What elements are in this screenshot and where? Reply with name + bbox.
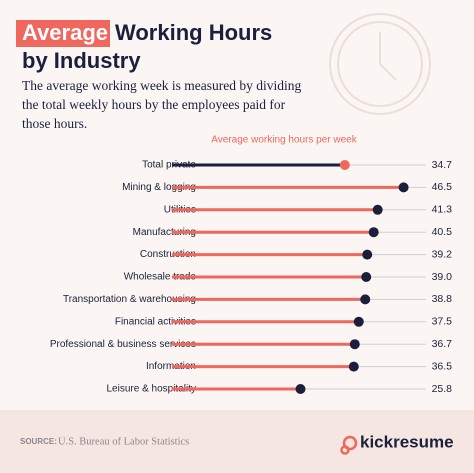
value-label: 25.8 (432, 383, 453, 395)
value-label: 46.5 (432, 181, 453, 193)
dot (398, 182, 409, 193)
dot (353, 316, 364, 327)
value-label: 36.5 (432, 360, 453, 372)
dot (360, 294, 371, 305)
footer (0, 410, 474, 473)
title-highlight-box (16, 20, 110, 47)
category-label: Information (146, 361, 196, 372)
title: Working Hours (115, 20, 272, 45)
logo-icon (340, 435, 358, 455)
title: by Industry (22, 48, 141, 73)
subtitle: those hours. (22, 116, 87, 131)
value-label: 39.0 (432, 271, 453, 283)
x-axis-label: Average working hours per week (211, 135, 357, 146)
subtitle: The average working week is measured by … (22, 78, 302, 93)
value-label: 40.5 (432, 226, 453, 238)
value-label: 39.2 (432, 248, 453, 260)
category-label: Total private (142, 160, 196, 171)
category-label: Wholesale trade (124, 272, 197, 283)
category-label: Professional & business services (50, 339, 196, 350)
category-label: Financial activities (115, 316, 196, 327)
source-label: SOURCE: (20, 437, 57, 446)
category-label: Transportation & warehousing (63, 294, 196, 305)
dot (348, 361, 359, 372)
dot (295, 384, 306, 394)
category-label: Mining & logging (122, 182, 196, 193)
value-label: 36.7 (432, 338, 453, 350)
dot (361, 272, 372, 282)
dot (368, 227, 379, 238)
value-label: 34.7 (432, 159, 453, 171)
clock-decoration (329, 13, 431, 115)
category-label: Manufacturing (133, 227, 196, 238)
title-highlight: Average (22, 20, 108, 45)
dot (339, 160, 350, 170)
category-label: Leisure & hospitality (107, 384, 197, 395)
dot (372, 204, 383, 215)
category-label: Construction (140, 249, 196, 260)
value-label: 38.8 (432, 293, 453, 305)
dot (349, 339, 360, 350)
dot (362, 249, 373, 260)
value-label: 41.3 (432, 204, 453, 216)
brand: kickresume (360, 432, 454, 451)
source: U.S. Bureau of Labor Statistics (58, 436, 189, 447)
subtitle: the total weekly hours by the employees … (22, 97, 286, 112)
value-label: 37.5 (432, 316, 453, 328)
